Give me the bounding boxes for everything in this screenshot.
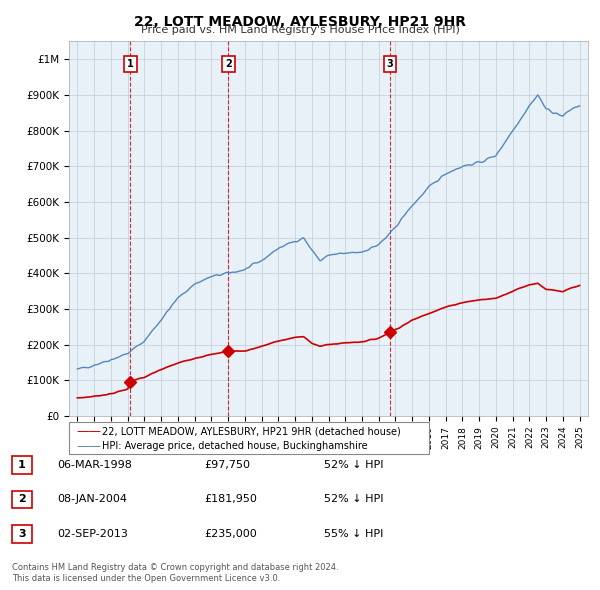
Text: 3: 3	[386, 59, 394, 69]
Text: 2: 2	[18, 494, 26, 504]
Text: 52% ↓ HPI: 52% ↓ HPI	[324, 460, 383, 470]
Text: This data is licensed under the Open Government Licence v3.0.: This data is licensed under the Open Gov…	[12, 574, 280, 583]
Text: 08-JAN-2004: 08-JAN-2004	[57, 494, 127, 504]
Text: 55% ↓ HPI: 55% ↓ HPI	[324, 529, 383, 539]
Text: £181,950: £181,950	[204, 494, 257, 504]
Text: ——: ——	[76, 440, 101, 453]
Text: 1: 1	[18, 460, 26, 470]
Text: 1: 1	[127, 59, 134, 69]
Text: £97,750: £97,750	[204, 460, 250, 470]
Text: Price paid vs. HM Land Registry's House Price Index (HPI): Price paid vs. HM Land Registry's House …	[140, 25, 460, 35]
Text: 2: 2	[225, 59, 232, 69]
Text: Contains HM Land Registry data © Crown copyright and database right 2024.: Contains HM Land Registry data © Crown c…	[12, 563, 338, 572]
Text: 22, LOTT MEADOW, AYLESBURY, HP21 9HR (detached house): 22, LOTT MEADOW, AYLESBURY, HP21 9HR (de…	[102, 427, 401, 437]
Text: 52% ↓ HPI: 52% ↓ HPI	[324, 494, 383, 504]
Text: £235,000: £235,000	[204, 529, 257, 539]
Text: 06-MAR-1998: 06-MAR-1998	[57, 460, 132, 470]
Text: 02-SEP-2013: 02-SEP-2013	[57, 529, 128, 539]
Text: HPI: Average price, detached house, Buckinghamshire: HPI: Average price, detached house, Buck…	[102, 441, 368, 451]
Text: ——: ——	[76, 425, 101, 438]
Text: 3: 3	[18, 529, 26, 539]
Text: 22, LOTT MEADOW, AYLESBURY, HP21 9HR: 22, LOTT MEADOW, AYLESBURY, HP21 9HR	[134, 15, 466, 29]
